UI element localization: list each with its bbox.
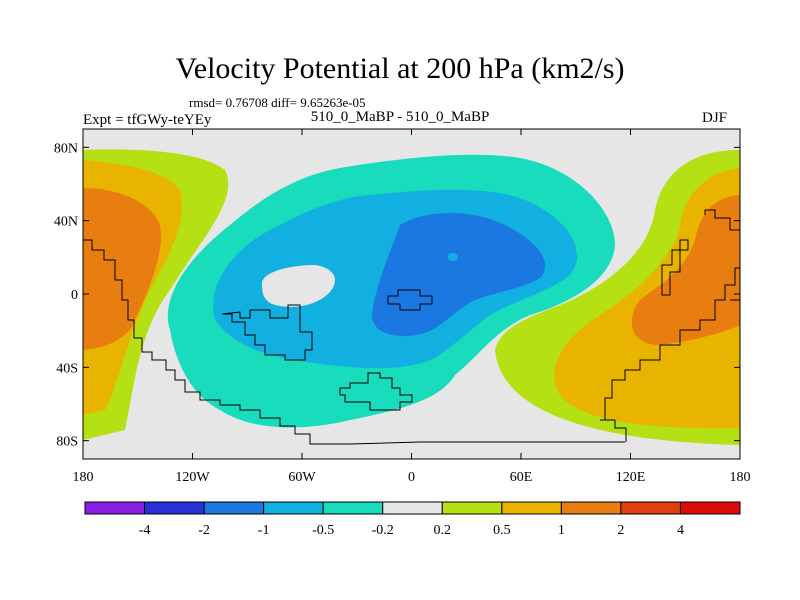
contour-central-neg-1 (372, 212, 546, 337)
colorbar-swatch (501, 501, 562, 515)
coast-africa (387, 289, 433, 311)
y-tick-label: 40N (54, 215, 78, 230)
coastlines (83, 209, 740, 445)
coast-west (83, 239, 625, 445)
contour-west-1 (83, 188, 161, 350)
colorbar-label: -0.2 (372, 523, 394, 538)
small-minimum (448, 253, 458, 261)
colorbar: -4 -2 -1 -0.5 -0.2 0.2 0.5 1 2 4 (84, 501, 741, 538)
colorbar-swatch (620, 501, 681, 515)
x-tick-label: 60E (510, 470, 533, 485)
colorbar-label: 2 (617, 523, 624, 538)
y-tick-label: 80N (54, 141, 78, 156)
colorbar-swatch (382, 501, 443, 515)
contour-east-1 (631, 195, 740, 345)
x-tick-label: 120E (616, 470, 646, 485)
axes: 180 120W 60W 0 60E 120E 180 80N 40N 0 40S 80S (54, 129, 751, 485)
colorbar-label: -0.5 (312, 523, 334, 538)
case-label: 510_0_MaBP - 510_0_MaBP (310, 109, 490, 125)
colorbar-label: 4 (677, 523, 684, 538)
chart-title: Velocity Potential at 200 hPa (km2/s) (175, 52, 625, 85)
colorbar-swatch (322, 501, 384, 515)
contour-field (83, 129, 740, 459)
y-tick-label: 40S (56, 361, 78, 376)
colorbar-swatch (84, 501, 146, 515)
colorbar-swatch (679, 501, 741, 515)
coast-america (221, 304, 313, 361)
y-tick-label: 0 (71, 288, 78, 303)
colorbar-label: 1 (558, 523, 565, 538)
colorbar-label: 0.5 (493, 523, 511, 538)
coast-south (339, 372, 413, 411)
coast-east (600, 209, 740, 442)
contour-zero-hole (261, 265, 335, 307)
colorbar-swatch (560, 501, 622, 515)
colorbar-label: -2 (198, 523, 210, 538)
x-tick-label: 180 (730, 470, 751, 485)
x-tick-label: 0 (408, 470, 415, 485)
experiment-label: Expt = tfGWy-teYEy (83, 112, 212, 128)
colorbar-label: -4 (139, 523, 151, 538)
x-tick-label: 60W (288, 470, 316, 485)
season-label: DJF (702, 110, 728, 126)
y-tick-label: 80S (56, 435, 78, 450)
colorbar-swatch (263, 501, 324, 515)
colorbar-label: 0.2 (434, 523, 452, 538)
colorbar-swatch (144, 501, 205, 515)
x-tick-label: 180 (73, 470, 94, 485)
colorbar-label: -1 (258, 523, 270, 538)
colorbar-swatch (441, 501, 503, 515)
stats-label: rmsd= 0.76708 diff= 9.65263e-05 (189, 95, 366, 110)
colorbar-swatch (203, 501, 265, 515)
x-tick-label: 120W (175, 470, 210, 485)
